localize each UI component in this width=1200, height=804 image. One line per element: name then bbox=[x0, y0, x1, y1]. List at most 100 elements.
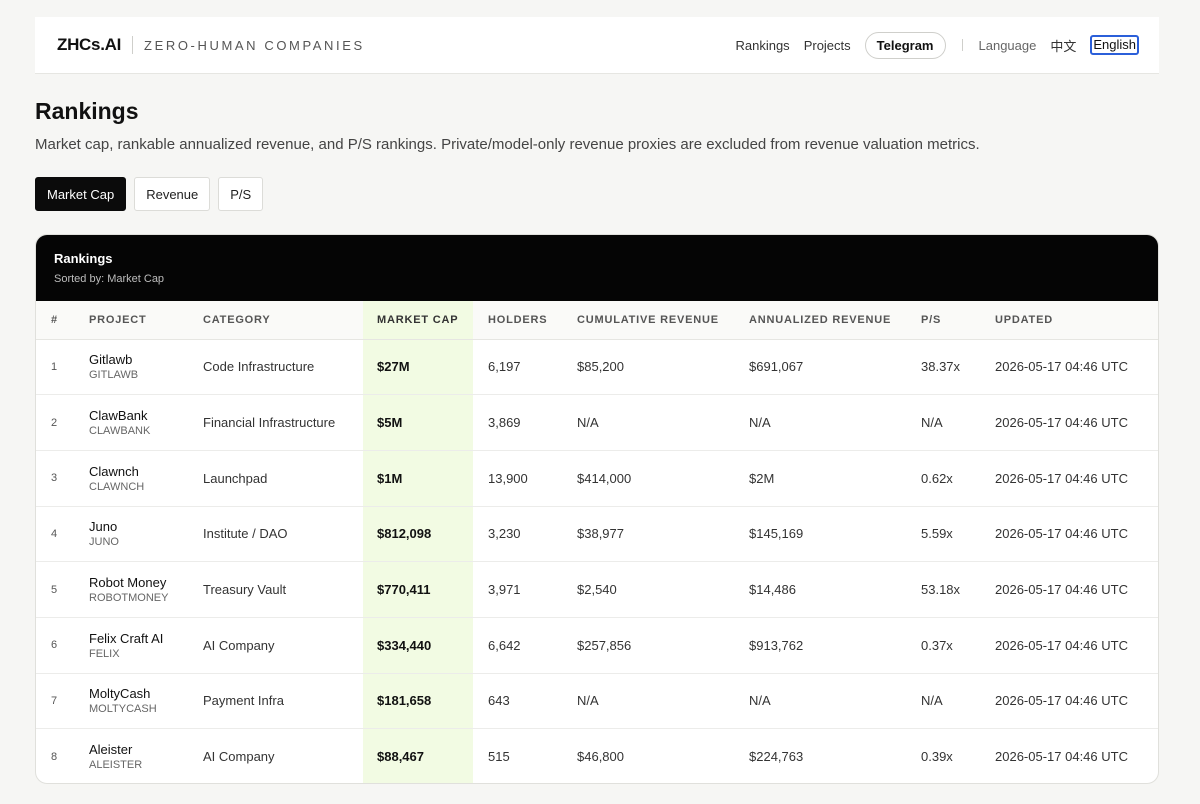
market-cap-cell: $770,411 bbox=[363, 561, 473, 618]
project-name[interactable]: Juno bbox=[89, 519, 118, 535]
table-row[interactable]: 6 Felix Craft AI FELIX AI Company $334,440 6,… bbox=[36, 617, 1158, 674]
holders-cell: 643 bbox=[473, 673, 563, 730]
project-name[interactable]: Clawnch bbox=[89, 463, 139, 479]
rank-cell: 5 bbox=[36, 561, 89, 618]
updated-cell: 2026-05-17 04:46 UTC bbox=[981, 450, 1158, 507]
tab-market-cap[interactable]: Market Cap bbox=[35, 177, 127, 211]
project-cell: ClawBank CLAWBANK bbox=[89, 394, 203, 451]
project-ticker: ALEISTER bbox=[89, 759, 143, 772]
ps-cell: 38.37x bbox=[907, 339, 981, 396]
holders-cell: 13,900 bbox=[473, 450, 563, 507]
rank-cell: 6 bbox=[36, 617, 89, 674]
table-row[interactable]: 8 Aleister ALEISTER AI Company $88,467 515 $46… bbox=[36, 728, 1158, 783]
project-ticker: FELIX bbox=[89, 647, 120, 660]
category-cell: Code Infrastructure bbox=[203, 339, 363, 396]
nav-divider bbox=[961, 39, 963, 51]
col-header-cumulative-revenue[interactable]: CUMULATIVE REVENUE bbox=[563, 301, 735, 340]
market-cap-cell: $27M bbox=[363, 339, 473, 396]
cumulative-revenue-cell: $414,000 bbox=[563, 450, 735, 507]
tab-revenue[interactable]: Revenue bbox=[134, 177, 211, 211]
project-name[interactable]: ClawBank bbox=[89, 408, 148, 424]
project-ticker: JUNO bbox=[89, 536, 119, 549]
project-cell: Robot Money ROBOTMONEY bbox=[89, 561, 203, 618]
annualized-revenue-cell: $2M bbox=[735, 450, 907, 507]
nav-projects[interactable]: Projects bbox=[803, 37, 851, 53]
table-row[interactable]: 1 Gitlawb GITLAWB Code Infrastructure $27M 6,… bbox=[36, 339, 1158, 396]
cumulative-revenue-cell: $38,977 bbox=[563, 506, 735, 563]
site-tagline: ZERO-HUMAN COMPANIES bbox=[144, 37, 365, 53]
category-cell: Payment Infra bbox=[203, 673, 363, 730]
updated-cell: 2026-05-17 04:46 UTC bbox=[981, 673, 1158, 730]
table-header-row: # PROJECT CATEGORY MARKET CAP HOLDERS CU… bbox=[36, 301, 1158, 340]
table-row[interactable]: 2 ClawBank CLAWBANK Financial Infrastructur… bbox=[36, 394, 1158, 451]
col-header-market-cap[interactable]: MARKET CAP bbox=[363, 301, 473, 340]
col-header-ps[interactable]: P/S bbox=[907, 301, 981, 340]
rank-cell: 7 bbox=[36, 673, 89, 730]
project-name[interactable]: Gitlawb bbox=[89, 352, 133, 368]
project-cell: Clawnch CLAWNCH bbox=[89, 450, 203, 507]
col-header-updated[interactable]: UPDATED bbox=[981, 301, 1158, 340]
ps-cell: 0.62x bbox=[907, 450, 981, 507]
language-label: Language bbox=[978, 37, 1037, 53]
category-cell: AI Company bbox=[203, 749, 275, 765]
ps-cell: N/A bbox=[907, 394, 981, 451]
table-row[interactable]: 3 Clawnch CLAWNCH Launchpad $1M 13,900 $414,00… bbox=[36, 450, 1158, 507]
ps-cell: 53.18x bbox=[907, 561, 981, 618]
category-cell: AI Company bbox=[203, 617, 363, 674]
project-cell: Aleister ALEISTER bbox=[89, 729, 203, 783]
rank-cell: 4 bbox=[36, 506, 89, 563]
ps-cell: 0.37x bbox=[907, 617, 981, 674]
market-cap-cell: $88,467 bbox=[363, 728, 473, 783]
updated-cell: 2026-05-17 04:46 UTC bbox=[981, 506, 1158, 563]
project-name[interactable]: Felix Craft AI bbox=[89, 630, 164, 646]
holders-cell: 6,197 bbox=[473, 339, 563, 396]
holders-cell: 3,230 bbox=[473, 506, 563, 563]
annualized-revenue-cell: $691,067 bbox=[735, 339, 907, 396]
project-ticker: CLAWBANK bbox=[89, 425, 151, 438]
project-ticker: GITLAWB bbox=[89, 369, 139, 382]
ranking-tabs: Market Cap Revenue P/S bbox=[35, 177, 271, 211]
telegram-button[interactable]: Telegram bbox=[864, 31, 946, 59]
col-header-holders[interactable]: HOLDERS bbox=[473, 301, 563, 340]
col-header-annualized-revenue[interactable]: ANNUALIZED REVENUE bbox=[735, 301, 907, 340]
cumulative-revenue-cell: $2,540 bbox=[563, 561, 735, 618]
rank-cell: 8 bbox=[51, 750, 58, 763]
language-option-english[interactable]: English bbox=[1090, 35, 1139, 55]
project-cell: MoltyCash MOLTYCASH bbox=[89, 673, 203, 730]
updated-cell: 2026-05-17 04:46 UTC bbox=[981, 561, 1158, 618]
updated-cell: 2026-05-17 04:46 UTC bbox=[981, 394, 1158, 451]
cumulative-revenue-cell: N/A bbox=[563, 673, 735, 730]
project-ticker: MOLTYCASH bbox=[89, 703, 157, 716]
market-cap-cell: $1M bbox=[363, 450, 473, 507]
table-row[interactable]: 5 Robot Money ROBOTMONEY Treasury Vault $770… bbox=[36, 561, 1158, 618]
holders-cell: 515 bbox=[488, 749, 510, 765]
table-row[interactable]: 7 MoltyCash MOLTYCASH Payment Infra $181,658… bbox=[36, 673, 1158, 730]
table-row[interactable]: 4 Juno JUNO Institute / DAO $812,098 3,230 $38… bbox=[36, 506, 1158, 563]
rankings-card: Rankings Sorted by: Market Cap # PROJECT… bbox=[35, 234, 1159, 784]
rankings-table: # PROJECT CATEGORY MARKET CAP HOLDERS CU… bbox=[36, 301, 1158, 783]
project-name[interactable]: Aleister bbox=[89, 742, 133, 758]
rank-cell: 1 bbox=[36, 339, 89, 396]
ps-cell: 0.39x bbox=[921, 749, 953, 765]
page-subtitle: Market cap, rankable annualized revenue,… bbox=[35, 136, 980, 153]
logo-divider bbox=[132, 36, 134, 54]
nav-rankings[interactable]: Rankings bbox=[735, 37, 790, 53]
project-cell: Gitlawb GITLAWB bbox=[89, 339, 203, 396]
sorted-by-label: Sorted by: Market Cap bbox=[54, 273, 165, 285]
card-title: Rankings bbox=[54, 251, 113, 266]
holders-cell: 6,642 bbox=[473, 617, 563, 674]
tab-ps[interactable]: P/S bbox=[218, 177, 264, 211]
language-option-chinese[interactable]: 中文 bbox=[1050, 39, 1077, 55]
category-cell: Treasury Vault bbox=[203, 561, 363, 618]
holders-cell: 3,971 bbox=[473, 561, 563, 618]
category-cell: Launchpad bbox=[203, 450, 363, 507]
project-name[interactable]: Robot Money bbox=[89, 575, 167, 591]
ps-cell: 5.59x bbox=[907, 506, 981, 563]
col-header-rank[interactable]: # bbox=[36, 301, 89, 340]
site-logo[interactable]: ZHCs.AI bbox=[57, 35, 122, 54]
col-header-category[interactable]: CATEGORY bbox=[203, 301, 363, 340]
annualized-revenue-cell: $913,762 bbox=[735, 617, 907, 674]
project-name[interactable]: MoltyCash bbox=[89, 686, 151, 702]
col-header-project[interactable]: PROJECT bbox=[89, 301, 203, 340]
category-cell: Institute / DAO bbox=[203, 506, 363, 563]
